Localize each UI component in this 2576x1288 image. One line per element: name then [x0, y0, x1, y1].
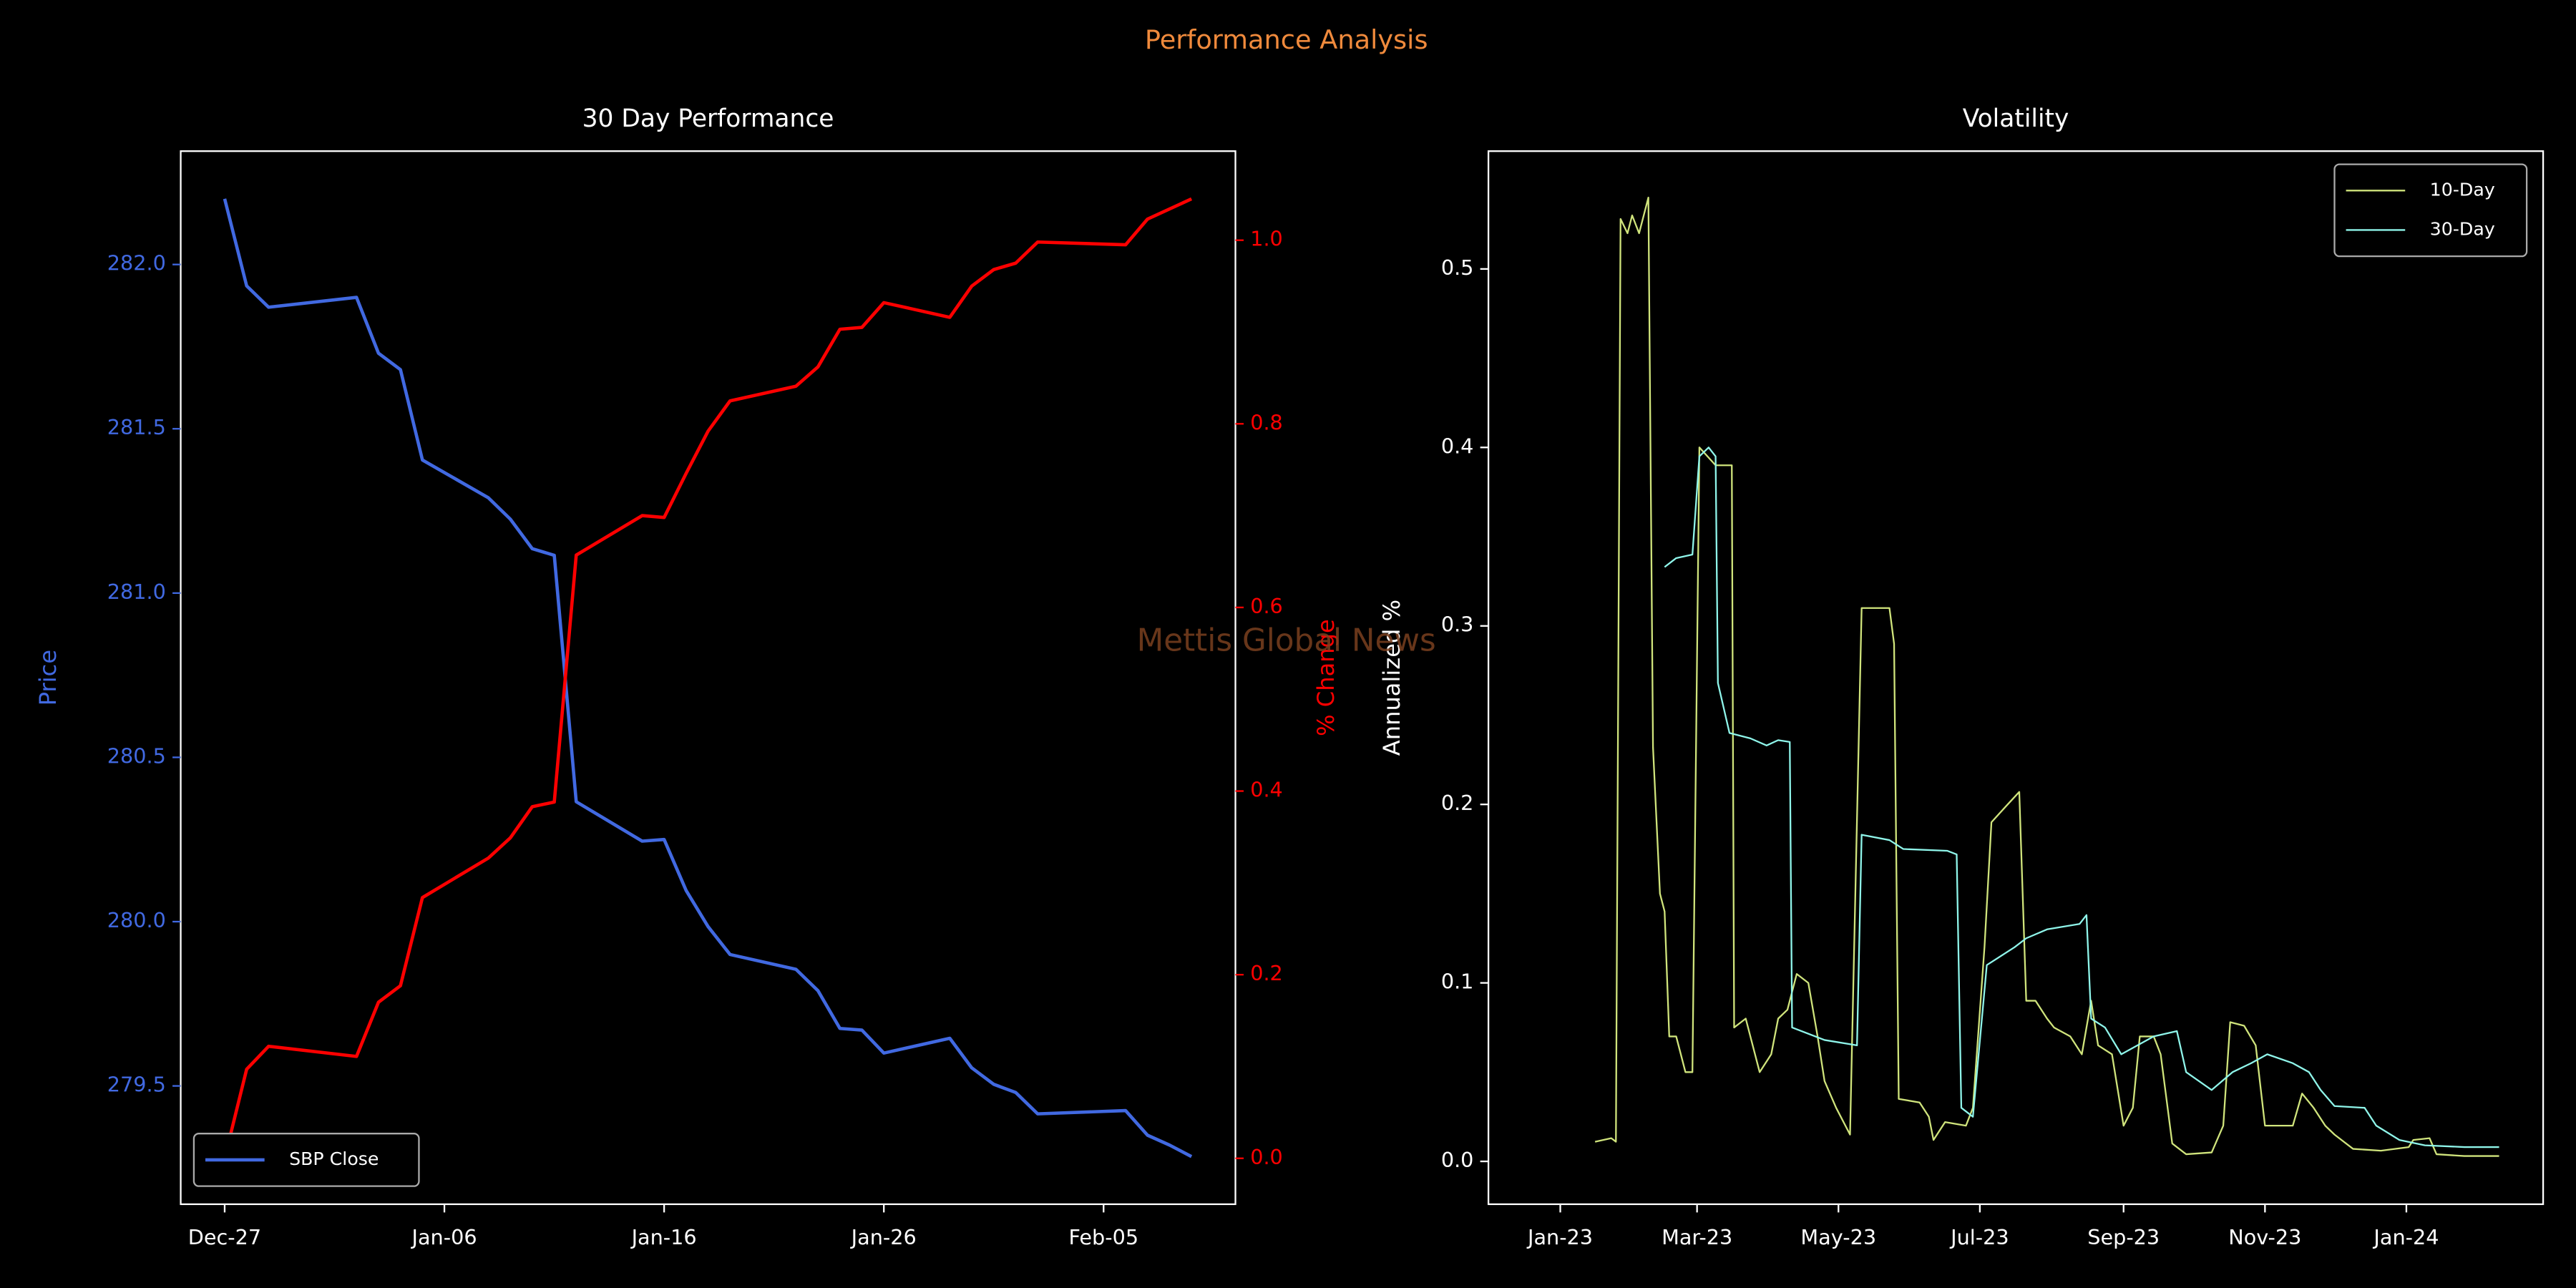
y2-axis-label: % Change [1312, 619, 1340, 736]
x-tick-label: Jul-23 [1949, 1225, 2009, 1249]
y-tick-label: 0.5 [1441, 255, 1474, 280]
chart-title: Volatility [1963, 104, 2069, 133]
legend-label: 10-Day [2430, 179, 2495, 200]
y2-tick-label: 0.4 [1250, 778, 1283, 802]
line-series [1664, 447, 2499, 1148]
x-tick-label: Jan-24 [2372, 1225, 2439, 1249]
y-tick-label: 280.0 [107, 908, 166, 932]
x-tick-label: Feb-05 [1068, 1225, 1138, 1249]
plot-frame [180, 150, 1236, 1206]
y-tick-label: 0.2 [1441, 791, 1474, 815]
y-tick-label: 280.5 [107, 743, 166, 768]
legend-label: 30-Day [2430, 218, 2495, 239]
y-tick-label: 0.3 [1441, 613, 1474, 637]
y-tick-label: 281.0 [107, 580, 166, 604]
y-axis-label: Annualized % [1378, 600, 1405, 756]
plot-frame [1487, 150, 2545, 1206]
y-axis-label: Price [34, 650, 62, 706]
y-tick-label: 0.4 [1441, 434, 1474, 458]
y2-tick-label: 0.0 [1250, 1145, 1283, 1169]
line-series [223, 198, 1193, 1158]
legend-box [192, 1133, 420, 1187]
y2-tick-label: 0.6 [1250, 594, 1283, 618]
y2-tick-label: 0.8 [1250, 410, 1283, 434]
x-tick-label: Jan-06 [411, 1225, 477, 1249]
x-tick-label: Sep-23 [2087, 1225, 2160, 1249]
y-tick-label: 282.0 [107, 251, 166, 275]
line-series [223, 197, 1193, 1159]
y2-tick-label: 1.0 [1250, 227, 1283, 251]
legend-box [2333, 163, 2528, 258]
x-tick-label: Mar-23 [1662, 1225, 1732, 1249]
x-tick-label: May-23 [1800, 1225, 1876, 1249]
chart-title: 30 Day Performance [582, 104, 834, 133]
y-tick-label: 279.5 [107, 1073, 166, 1097]
x-tick-label: Dec-27 [188, 1225, 261, 1249]
x-tick-label: Nov-23 [2228, 1225, 2301, 1249]
y-tick-label: 0.1 [1441, 970, 1474, 994]
x-tick-label: Jan-26 [850, 1225, 917, 1249]
watermark: Mettis Global News [1137, 623, 1436, 659]
y-tick-label: 0.0 [1441, 1148, 1474, 1172]
legend-label: SBP Close [289, 1148, 379, 1169]
suptitle: Performance Analysis [1145, 24, 1428, 55]
y-tick-label: 281.5 [107, 415, 166, 439]
x-tick-label: Jan-23 [1526, 1225, 1593, 1249]
x-tick-label: Jan-16 [630, 1225, 697, 1249]
y2-tick-label: 0.2 [1250, 961, 1283, 985]
